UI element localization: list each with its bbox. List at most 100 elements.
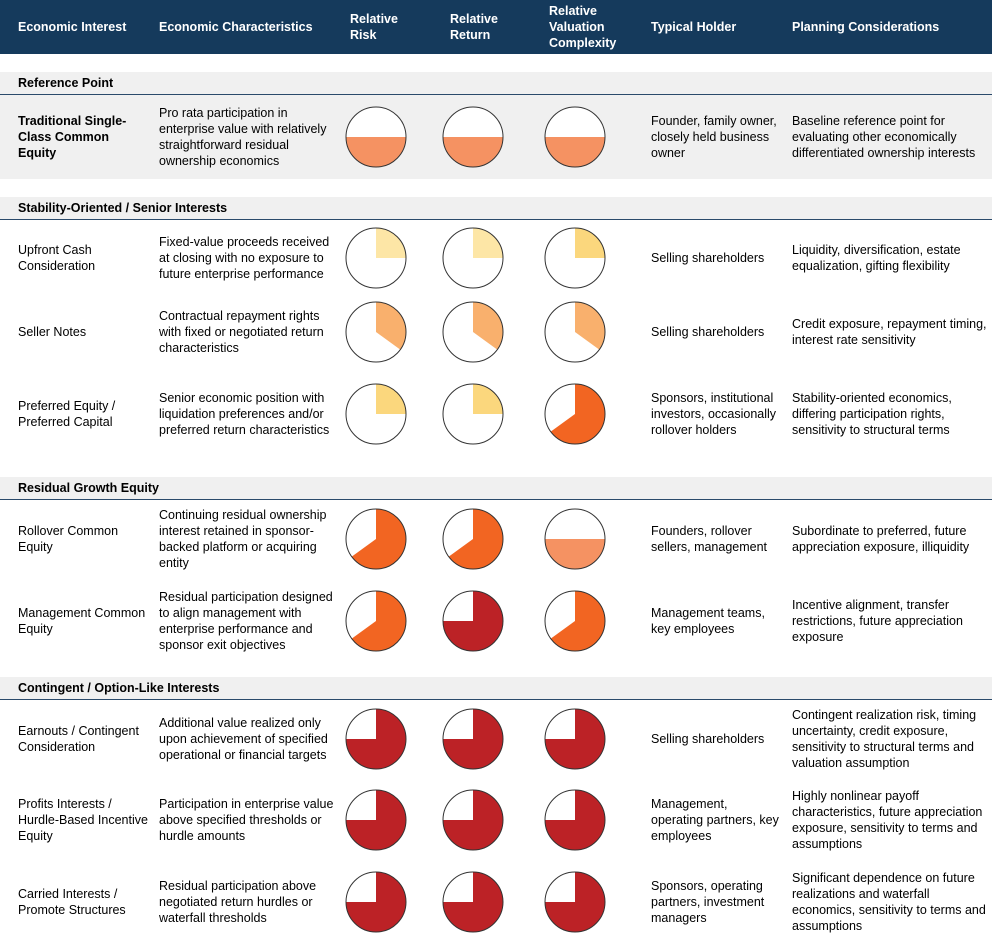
return-rating-fill — [443, 709, 503, 769]
return-rating-fill — [473, 302, 503, 350]
risk-rating-fill — [376, 384, 406, 414]
risk-rating-icon — [345, 227, 407, 289]
complexity-rating-fill — [550, 384, 605, 444]
row-holder: Management, operating partners, key empl… — [651, 796, 779, 844]
row-interest: Earnouts / Contingent Consideration — [18, 723, 139, 754]
complexity-rating-fill — [545, 539, 605, 569]
complexity-rating-icon — [544, 871, 606, 933]
complexity-rating-icon — [544, 106, 606, 168]
table-row-rollover-common-equity: Rollover Common Equity Continuing residu… — [0, 502, 992, 576]
row-holder: Founder, family owner, closely held busi… — [651, 113, 777, 161]
risk-rating-icon — [345, 383, 407, 445]
header-relative-risk: Relative Risk — [350, 12, 398, 42]
section-header-contingent-option-like: Contingent / Option-Like Interests — [0, 677, 992, 700]
row-characteristics: Pro rata participation in enterprise val… — [159, 105, 327, 169]
return-rating-fill — [443, 591, 503, 651]
complexity-rating-fill — [575, 228, 605, 258]
table-row-upfront-cash: Upfront Cash Consideration Fixed-value p… — [0, 222, 992, 294]
table-row-management-common-equity: Management Common Equity Residual partic… — [0, 580, 992, 662]
risk-rating-icon — [345, 871, 407, 933]
table-row-profits-interests: Profits Interests / Hurdle-Based Incenti… — [0, 782, 992, 858]
return-rating-fill — [443, 790, 503, 850]
row-interest: Management Common Equity — [18, 605, 146, 636]
row-interest: Seller Notes — [18, 324, 87, 339]
section-header-residual-growth-equity: Residual Growth Equity — [0, 477, 992, 500]
table-row-earnouts: Earnouts / Contingent Consideration Addi… — [0, 702, 992, 776]
header-relative-valuation-complexity: Relative Valuation Complexity — [549, 4, 617, 50]
complexity-rating-fill — [545, 790, 605, 850]
row-characteristics: Participation in enterprise value above … — [159, 796, 334, 844]
row-characteristics: Senior economic position with liquidatio… — [159, 390, 330, 438]
return-rating-icon — [442, 871, 504, 933]
section-label: Residual Growth Equity — [18, 481, 159, 495]
risk-rating-fill — [376, 302, 406, 350]
complexity-rating-fill — [575, 302, 605, 350]
return-rating-fill — [443, 872, 503, 932]
return-rating-fill — [473, 228, 503, 258]
row-holder: Sponsors, operating partners, investment… — [651, 878, 765, 926]
header-relative-return: Relative Return — [450, 12, 498, 42]
risk-rating-fill — [346, 872, 406, 932]
section-header-stability-oriented: Stability-Oriented / Senior Interests — [0, 197, 992, 220]
risk-rating-icon — [345, 106, 407, 168]
return-rating-icon — [442, 590, 504, 652]
row-planning: Significant dependence on future realiza… — [792, 870, 986, 934]
row-holder: Management teams, key employees — [651, 605, 765, 636]
section-label: Reference Point — [18, 76, 114, 90]
risk-rating-fill — [376, 228, 406, 258]
row-planning: Incentive alignment, transfer restrictio… — [792, 597, 963, 645]
row-planning: Highly nonlinear payoff characteristics,… — [792, 788, 983, 852]
risk-rating-icon — [345, 301, 407, 363]
return-rating-icon — [442, 383, 504, 445]
complexity-rating-icon — [544, 301, 606, 363]
section-label: Stability-Oriented / Senior Interests — [18, 201, 228, 215]
row-characteristics: Residual participation above negotiated … — [159, 878, 317, 926]
risk-rating-fill — [346, 790, 406, 850]
row-interest: Traditional Single-Class Common Equity — [18, 113, 127, 161]
complexity-rating-icon — [544, 708, 606, 770]
complexity-rating-fill — [545, 137, 605, 167]
row-holder: Selling shareholders — [651, 250, 765, 265]
row-characteristics: Residual participation designed to align… — [159, 589, 333, 653]
complexity-rating-icon — [544, 590, 606, 652]
return-rating-icon — [442, 301, 504, 363]
complexity-rating-icon — [544, 508, 606, 570]
row-characteristics: Continuing residual ownership interest r… — [159, 507, 327, 571]
risk-rating-icon — [345, 508, 407, 570]
row-holder: Selling shareholders — [651, 731, 765, 746]
section-header-reference-point: Reference Point — [0, 72, 992, 95]
risk-rating-fill — [351, 591, 406, 651]
row-interest: Carried Interests / Promote Structures — [18, 886, 126, 917]
header-typical-holder: Typical Holder — [651, 20, 737, 34]
table-row-carried-interests: Carried Interests / Promote Structures R… — [0, 864, 992, 940]
return-rating-icon — [442, 789, 504, 851]
complexity-rating-icon — [544, 227, 606, 289]
risk-rating-icon — [345, 590, 407, 652]
complexity-rating-icon — [544, 789, 606, 851]
risk-rating-icon — [345, 789, 407, 851]
row-characteristics: Fixed-value proceeds received at closing… — [159, 234, 330, 282]
row-interest: Preferred Equity / Preferred Capital — [18, 398, 116, 429]
return-rating-icon — [442, 508, 504, 570]
row-interest: Rollover Common Equity — [18, 523, 119, 554]
return-rating-icon — [442, 708, 504, 770]
risk-rating-fill — [346, 137, 406, 167]
return-rating-fill — [448, 509, 503, 569]
header-economic-interest: Economic Interest — [18, 20, 127, 34]
row-holder: Founders, rollover sellers, management — [651, 523, 768, 554]
table-header: Economic Interest Economic Characteristi… — [0, 0, 992, 54]
table-row-seller-notes: Seller Notes Contractual repayment right… — [0, 296, 992, 368]
return-rating-icon — [442, 106, 504, 168]
row-interest: Upfront Cash Consideration — [18, 242, 96, 273]
risk-rating-fill — [351, 509, 406, 569]
row-interest: Profits Interests / Hurdle-Based Incenti… — [18, 796, 148, 844]
row-planning: Baseline reference point for evaluating … — [792, 113, 976, 161]
complexity-rating-fill — [545, 872, 605, 932]
risk-rating-fill — [346, 709, 406, 769]
row-planning: Contingent realization risk, timing unce… — [792, 707, 977, 771]
header-economic-characteristics: Economic Characteristics — [159, 20, 313, 34]
row-holder: Sponsors, institutional investors, occas… — [651, 390, 777, 438]
row-planning: Liquidity, diversification, estate equal… — [792, 242, 961, 273]
return-rating-icon — [442, 227, 504, 289]
